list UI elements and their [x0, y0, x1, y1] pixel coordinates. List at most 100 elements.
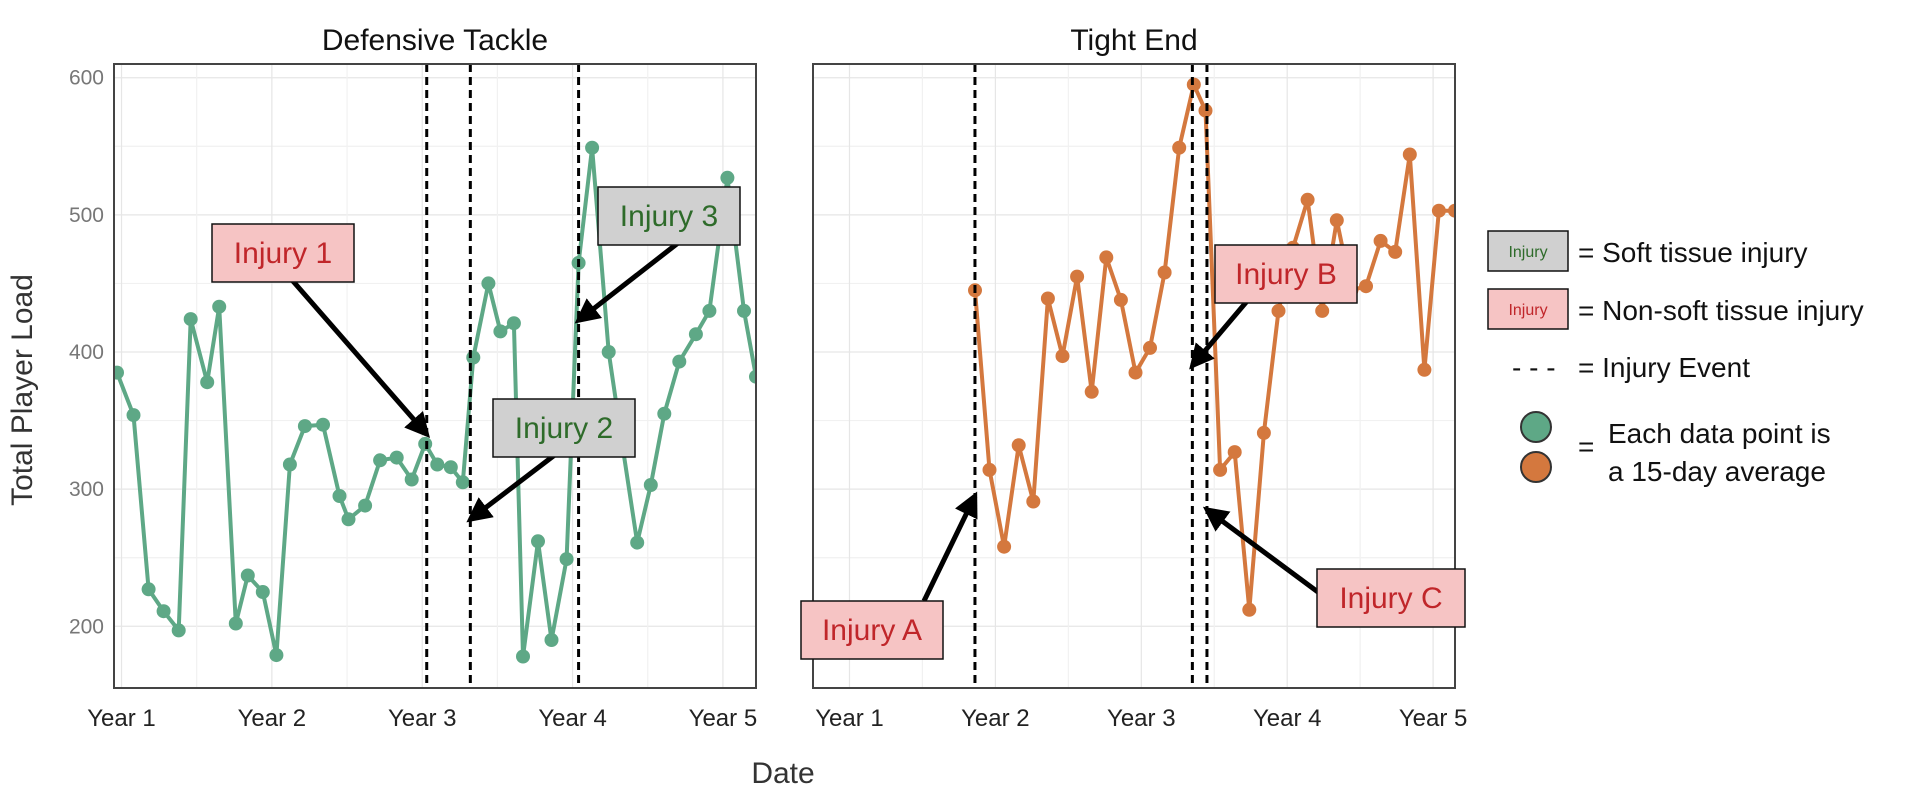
data-point — [506, 316, 521, 331]
x-tick-label: Year 5 — [1399, 705, 1468, 732]
data-point — [418, 436, 433, 451]
data-point — [1040, 291, 1055, 306]
x-axis-title: Date — [751, 757, 814, 790]
callout-label: Injury 3 — [620, 200, 718, 233]
x-tick-label: Year 1 — [815, 705, 884, 732]
x-tick-label: Year 3 — [1107, 705, 1176, 732]
x-tick-label: Year 4 — [1253, 705, 1322, 732]
panel-border — [113, 63, 757, 689]
data-point — [1431, 203, 1446, 218]
data-point — [1213, 462, 1228, 477]
callout-arrow — [466, 452, 558, 523]
x-tick-label: Year 1 — [87, 705, 156, 732]
legend-soft-swatch-label: Injury — [1508, 244, 1547, 261]
data-point — [1172, 140, 1187, 155]
panel-dt: Defensive Tackle 200 300 400 500 600 Year 1 Yea… — [69, 24, 758, 732]
legend-te-point — [1520, 451, 1552, 483]
data-point — [255, 585, 270, 599]
data-point — [1070, 269, 1085, 284]
callout-box — [1316, 568, 1466, 628]
data-point — [141, 582, 156, 597]
y-tick-label: 300 — [69, 478, 104, 501]
x-tick-label: Year 2 — [238, 705, 307, 732]
data-point — [585, 140, 600, 155]
legend-nonsoft-swatch-label: Injury — [1508, 302, 1547, 319]
legend-soft-swatch — [1487, 230, 1569, 272]
panel-border — [812, 63, 1456, 689]
data-point — [749, 369, 756, 384]
data-point — [297, 419, 312, 434]
data-point — [601, 345, 616, 359]
data-point — [1113, 292, 1128, 307]
data-point — [156, 604, 171, 619]
data-point — [1402, 147, 1417, 162]
callout-box — [800, 600, 944, 660]
series-line — [973, 82, 1455, 612]
x-tick-label: Year 5 — [689, 705, 758, 732]
data-point — [657, 406, 672, 421]
legend-event-symbol: - - - — [1512, 352, 1556, 383]
legend-nonsoft-desc: = Non-soft tissue injury — [1578, 295, 1864, 326]
callout-box — [1214, 244, 1358, 304]
x-tick-label: Year 4 — [538, 705, 607, 732]
data-point — [212, 299, 227, 314]
data-point — [389, 450, 404, 465]
callout-arrow — [921, 491, 978, 603]
data-point — [481, 276, 496, 291]
data-point — [1084, 384, 1099, 399]
legend-points-line2: a 15-day average — [1608, 456, 1826, 487]
data-point — [1388, 244, 1403, 259]
callout-label: Injury A — [822, 614, 922, 647]
y-tick-label: 200 — [69, 615, 104, 638]
data-point — [630, 535, 645, 550]
data-point — [282, 457, 297, 472]
data-point — [531, 534, 545, 549]
legend-nonsoft-swatch — [1487, 288, 1569, 330]
data-point — [997, 539, 1012, 554]
data-point — [1271, 303, 1286, 318]
panel-title: Tight End — [1070, 24, 1197, 57]
data-point — [430, 457, 445, 472]
data-point — [228, 616, 243, 631]
callout-label: Injury C — [1339, 582, 1442, 615]
data-point — [702, 303, 717, 318]
data-point — [358, 498, 373, 513]
callout-box — [211, 223, 355, 283]
chart-panels: Defensive Tackle 200 300 400 500 600 Year 1 Yea… — [69, 24, 1467, 732]
data-point — [373, 453, 388, 468]
data-point — [1373, 233, 1388, 248]
data-point — [404, 472, 419, 487]
data-point — [341, 512, 356, 527]
data-point — [1242, 602, 1257, 617]
data-point — [559, 552, 574, 567]
x-tick-label: Year 2 — [961, 705, 1030, 732]
data-point — [466, 350, 481, 365]
data-point — [1329, 213, 1344, 228]
y-tick-label: 500 — [69, 204, 104, 227]
callout-label: Injury 2 — [515, 412, 613, 445]
data-point — [1055, 349, 1070, 364]
panel-te: Tight End Year 1 Year 2 Year 3 Year 4 Year 5 I… — [800, 24, 1468, 732]
data-point — [1026, 494, 1041, 509]
callout-arrow — [574, 241, 680, 324]
data-point — [455, 475, 470, 490]
data-point — [1099, 250, 1114, 265]
data-point — [183, 312, 198, 327]
data-point — [316, 417, 330, 432]
legend-dt-point — [1520, 411, 1552, 443]
data-point — [1011, 438, 1026, 453]
data-point — [737, 303, 751, 318]
callout-label: Injury 1 — [234, 237, 332, 270]
callout-arrow — [1189, 298, 1250, 370]
data-point — [240, 568, 255, 583]
x-tick-label: Year 3 — [388, 705, 457, 732]
callout-box — [492, 398, 636, 458]
legend: Injury = Soft tissue injury Injury = Non… — [1487, 230, 1864, 487]
y-tick-label: 400 — [69, 341, 104, 364]
data-point — [544, 633, 559, 647]
y-tick-label: 600 — [69, 67, 104, 90]
data-point — [1448, 203, 1455, 218]
legend-points-eq: = — [1578, 431, 1594, 462]
data-point — [643, 478, 658, 492]
